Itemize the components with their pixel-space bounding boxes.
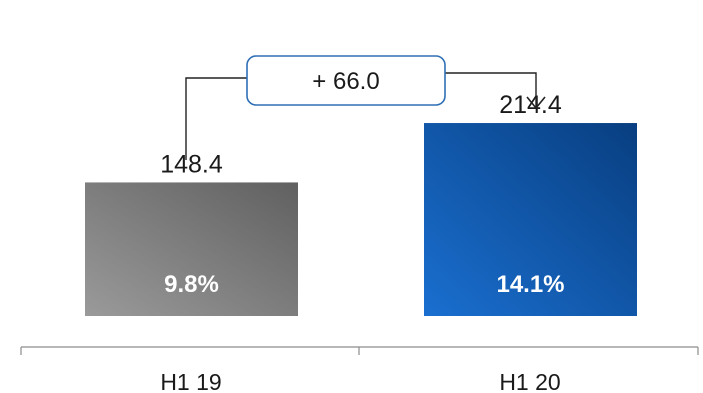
delta-connector-right — [445, 72, 537, 108]
bar-value-label-h1-19: 148.4 — [160, 150, 223, 178]
bar-h1-19 — [85, 182, 298, 316]
x-tick-label-h1-19: H1 19 — [160, 369, 221, 393]
bar-h1-20 — [424, 123, 637, 316]
x-tick-label-h1-20: H1 20 — [499, 369, 560, 393]
bar-inner-label-h1-20: 14.1% — [496, 271, 564, 298]
bar-inner-label-h1-19: 9.8% — [164, 271, 219, 298]
bar-value-label-h1-20: 214.4 — [499, 91, 562, 119]
delta-callout-label: + 66.0 — [312, 68, 379, 95]
delta-connector-left — [185, 77, 247, 160]
down-arrow-icon — [526, 96, 546, 110]
delta-callout-box — [246, 55, 446, 106]
